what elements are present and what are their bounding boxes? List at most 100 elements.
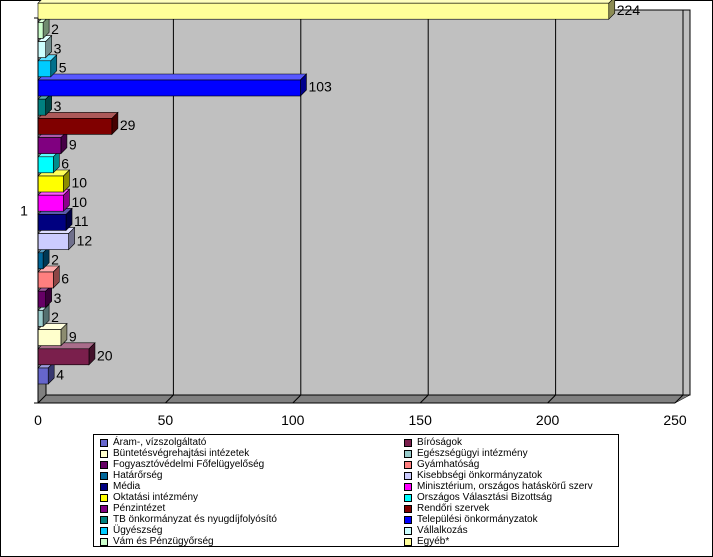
- bar-15: [37, 73, 308, 97]
- legend-item-19: Egyéb*: [404, 536, 449, 547]
- data-label-9: 10: [71, 194, 87, 210]
- legend-swatch: [404, 482, 412, 491]
- legend-item-4: Fogyasztóvédelmi Főfelügyelőség: [100, 459, 264, 470]
- bar-top-13: [37, 112, 119, 119]
- floor-line-0: [37, 394, 47, 404]
- x-tick-label-250: 250: [663, 412, 687, 428]
- legend-swatch: [100, 460, 108, 469]
- x-tick-label-100: 100: [281, 412, 305, 428]
- bars: [37, 0, 616, 385]
- legend-item-17: Vállalkozás: [404, 525, 468, 536]
- legend-item-2: Büntetésvégrehajtási intézetek: [100, 448, 249, 459]
- legend-swatch: [100, 537, 108, 546]
- legend-label: Büntetésvégrehajtási intézetek: [113, 448, 250, 459]
- tick-labels: 0 50 100 150 200 250 1: [20, 203, 687, 429]
- bar-12: [37, 130, 68, 155]
- y-category-label-0: 1: [20, 203, 28, 219]
- plot-area: [37, 9, 691, 404]
- legend-swatch: [404, 471, 412, 480]
- legend-swatch: [404, 504, 412, 513]
- legend-label: Pénzintézet: [113, 503, 166, 514]
- bar-face-11: [37, 156, 54, 174]
- bar-11: [37, 150, 61, 174]
- data-label-11: 6: [61, 156, 69, 172]
- legend-item-11: Országos Választási Bizottság: [404, 492, 552, 503]
- bar-10: [37, 169, 71, 193]
- legend-label: Minisztérium, országos hatáskörű szerv: [417, 481, 593, 492]
- data-label-10: 10: [71, 175, 87, 191]
- axes: [34, 17, 675, 404]
- data-label-16: 5: [59, 60, 67, 76]
- floor-line-50: [165, 394, 174, 404]
- bar-face-17: [37, 41, 46, 58]
- x-tick-label-0: 0: [34, 412, 42, 428]
- bar-13: [37, 111, 119, 136]
- plot-back-panel: [45, 9, 691, 396]
- bar-5: [37, 265, 61, 289]
- legend-item-15: Települési önkormányzatok: [404, 514, 538, 525]
- bar-9: [37, 188, 71, 212]
- legend-label: Ügyészség: [113, 525, 163, 536]
- plot-floor: [37, 394, 691, 404]
- legend-item-13: Rendőri szervek: [404, 503, 489, 514]
- data-label-18: 2: [51, 21, 59, 37]
- floor-line-150: [419, 394, 429, 404]
- legend-swatch: [404, 438, 412, 447]
- data-label-4: 3: [54, 290, 62, 306]
- bar-face-0: [37, 367, 49, 385]
- legend-item-7: Kisebbségi önkormányzatok: [404, 470, 542, 481]
- x-tick-label-50: 50: [158, 412, 174, 428]
- bar-face-5: [37, 271, 54, 289]
- data-label-14: 3: [54, 98, 62, 114]
- legend-label: Fogyasztóvédelmi Főfelügyelőség: [113, 459, 265, 470]
- legend-swatch: [404, 515, 412, 524]
- bar-face-3: [37, 310, 44, 327]
- legend-label: Áram-, vízszolgáltató: [113, 437, 207, 448]
- legend-swatch: [100, 471, 108, 480]
- bar-face-2: [37, 329, 62, 346]
- bar-face-8: [37, 214, 67, 231]
- legend: Áram-, vízszolgáltató Bíróságok Büntetésvé…: [93, 434, 619, 547]
- legend-swatch: [100, 504, 108, 513]
- legend-item-0: Áram-, vízszolgáltató: [100, 437, 206, 448]
- legend-label: Oktatási intézmény: [113, 492, 199, 503]
- bar-face-18: [37, 22, 44, 39]
- floor-line-100: [292, 394, 302, 404]
- bar-face-1: [37, 348, 90, 366]
- legend-label: Egyéb*: [417, 536, 450, 547]
- legend-label: Települési önkormányzatok: [417, 514, 538, 525]
- legend-swatch: [100, 438, 108, 447]
- legend-item-5: Gyámhatóság: [404, 459, 479, 470]
- data-label-6: 2: [51, 252, 59, 268]
- legend-item-14: TB önkormányzat és nyugdíjfolyósító: [100, 514, 277, 525]
- legend-item-1: Bíróságok: [404, 437, 462, 448]
- legend-label: Média: [113, 481, 141, 492]
- bar-face-12: [37, 137, 62, 154]
- legend-label: Határőrség: [113, 470, 163, 481]
- data-label-8: 11: [74, 213, 89, 229]
- floor-line-250: [674, 394, 684, 404]
- bar-face-15: [37, 79, 301, 97]
- legend-item-9: Minisztérium, országos hatáskörű szerv: [404, 481, 593, 492]
- x-tick-label-150: 150: [409, 412, 433, 428]
- legend-item-16: Ügyészség: [100, 525, 162, 536]
- data-label-2: 9: [69, 328, 77, 344]
- legend-swatch: [100, 526, 108, 535]
- legend-swatch: [404, 460, 412, 469]
- data-label-3: 2: [51, 309, 59, 325]
- bar-face-19: [37, 2, 610, 20]
- legend-item-18: Vám és Pénzügyőrség: [100, 536, 214, 547]
- data-label-5: 6: [61, 271, 69, 287]
- legend-item-12: Pénzintézet: [100, 503, 165, 514]
- bar-1: [37, 342, 96, 366]
- data-label-19: 224: [617, 2, 641, 18]
- legend-swatch: [404, 449, 412, 458]
- bar-face-16: [37, 60, 52, 78]
- bar-2: [37, 322, 68, 347]
- bar-16: [37, 54, 58, 78]
- legend-label: Rendőri szervek: [417, 503, 490, 514]
- legend-swatch: [100, 515, 108, 524]
- legend-swatch: [404, 537, 412, 546]
- bar-face-7: [37, 233, 69, 250]
- legend-label: Egészségügyi intézmény: [417, 448, 528, 459]
